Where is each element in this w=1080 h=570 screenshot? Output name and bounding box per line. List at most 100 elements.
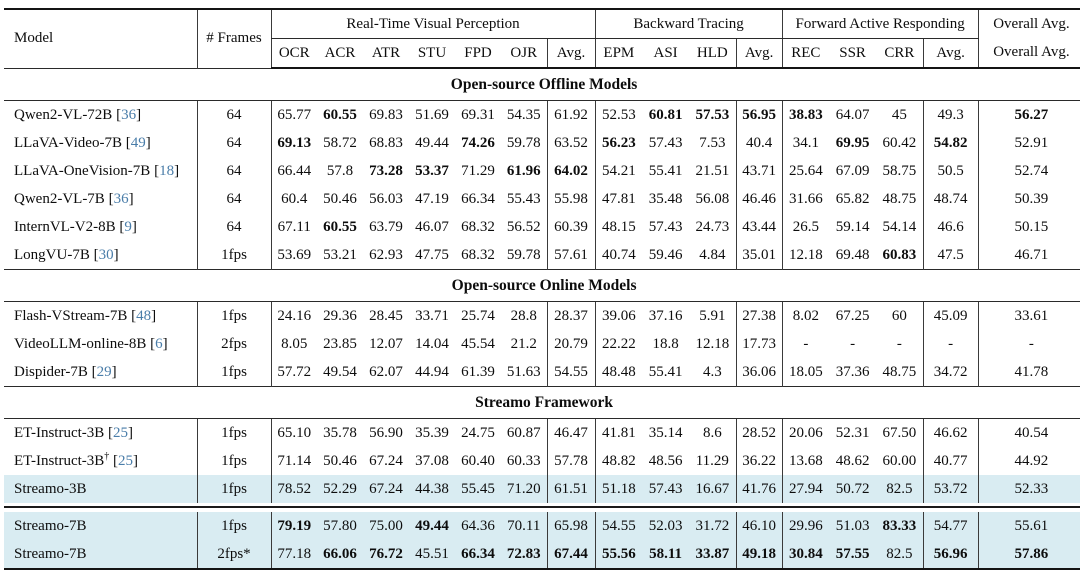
cell-hld: 7.53 — [699, 134, 726, 151]
cell-ocr: 60.4 — [270, 185, 317, 213]
citation-link[interactable]: 29 — [96, 363, 112, 380]
cell-overall-avg: - — [977, 330, 1080, 358]
col-header-hld: HLD — [689, 38, 737, 69]
citation-link[interactable]: 48 — [136, 307, 152, 324]
cell-rt-avg: 67.44 — [546, 540, 596, 569]
model-name: ET-Instruct-3B† [25] — [14, 450, 139, 469]
cell-acr: 52.29 — [317, 475, 363, 503]
table-row-streamo-7b: Streamo-7B 1fps 79.19 57.80 75.00 49.44 64.36 7… — [4, 512, 1080, 540]
cell-ojr: 59.78 — [506, 134, 541, 151]
cell-fpd: 71.29 — [461, 162, 495, 179]
cell-crr: 60 — [891, 307, 907, 324]
cell-stu: 49.44 — [415, 134, 449, 151]
group-header-backward-tracing: Backward Tracing — [594, 9, 783, 39]
cell-stu: 47.19 — [415, 190, 449, 207]
cell-ssr: - — [850, 335, 856, 352]
cell-ssr: 69.95 — [835, 134, 870, 151]
cell-fw-avg: 45.09 — [922, 301, 979, 330]
model-name: Qwen2-VL-72B [36] — [14, 106, 142, 123]
cell-atr: 28.45 — [369, 307, 403, 324]
cell-overall-avg: 33.61 — [977, 301, 1080, 330]
citation-link[interactable]: 25 — [113, 424, 129, 441]
cell-crr: 60.00 — [882, 452, 917, 469]
cell-fw-avg: 54.82 — [922, 129, 979, 157]
citation-link[interactable]: 9 — [124, 218, 132, 235]
cell-bw-avg: 40.4 — [735, 129, 783, 157]
cell-bw-avg: 46.46 — [735, 185, 783, 213]
cell-frames: 1fps — [196, 358, 271, 387]
cell-bw-avg: 36.22 — [735, 447, 783, 475]
model-name: VideoLLM-online-8B [6] — [14, 335, 168, 352]
cell-frames: 64 — [196, 129, 271, 157]
dagger-mark: † — [104, 450, 110, 462]
cell-rt-avg: 46.47 — [546, 418, 596, 447]
cell-hld: 11.29 — [695, 452, 729, 469]
cell-rec: 29.96 — [781, 512, 830, 540]
cell-bw-avg: 35.01 — [735, 241, 783, 270]
cell-rt-avg: 54.55 — [546, 358, 596, 387]
group-header-realtime-visual-perception: Real-Time Visual Perception — [270, 9, 596, 39]
cell-fpd: 68.32 — [461, 218, 495, 235]
cell-acr: 49.54 — [323, 363, 357, 380]
cell-fw-avg: 48.74 — [922, 185, 979, 213]
cell-asi: 57.43 — [648, 134, 683, 151]
cell-rec: 34.1 — [781, 129, 830, 157]
col-header-crr: CRR — [876, 38, 924, 69]
cell-bw-avg: 28.52 — [735, 418, 783, 447]
cell-stu: 44.94 — [415, 363, 449, 380]
cell-stu: 33.71 — [415, 307, 449, 324]
cell-epm: 52.53 — [594, 100, 643, 129]
cell-ssr: 67.25 — [835, 307, 870, 324]
cell-fw-avg: 46.62 — [922, 418, 979, 447]
cell-ojr: 60.87 — [506, 424, 541, 441]
section-band: Streamo Framework — [4, 386, 1080, 419]
cell-atr: 75.00 — [363, 512, 409, 540]
model-name: InternVL-V2-8B [9] — [14, 218, 137, 235]
cell-fpd: 66.34 — [455, 540, 501, 569]
cell-overall-avg: 55.61 — [977, 512, 1080, 540]
cell-epm: 47.81 — [594, 185, 643, 213]
cell-ojr: 21.2 — [510, 335, 537, 352]
cell-stu: 35.39 — [415, 424, 449, 441]
cell-fw-avg: 40.77 — [922, 447, 979, 475]
cell-fpd: 74.26 — [461, 134, 495, 151]
model-name: LLaVA-OneVision-7B [18] — [14, 162, 180, 179]
cell-bw-avg: 49.18 — [735, 540, 783, 569]
cell-stu: 53.37 — [415, 162, 449, 179]
cell-rec: 31.66 — [781, 185, 830, 213]
cell-acr: 58.72 — [323, 134, 357, 151]
cell-acr: 57.8 — [326, 162, 354, 179]
cell-hld: 5.91 — [699, 307, 726, 324]
cell-ssr: 52.31 — [835, 424, 870, 441]
citation-link[interactable]: 36 — [121, 106, 137, 123]
cell-asi: 37.16 — [648, 307, 683, 324]
col-header-rec: REC — [781, 38, 830, 69]
citation-link[interactable]: 36 — [113, 190, 129, 207]
cell-atr: 62.93 — [369, 246, 403, 263]
citation-link[interactable]: 30 — [98, 246, 114, 263]
cell-bw-avg: 43.44 — [735, 213, 783, 241]
cell-asi: 48.56 — [648, 452, 683, 469]
cell-rec: 30.84 — [781, 540, 830, 569]
cell-rec: 13.68 — [781, 447, 830, 475]
cell-epm: 54.55 — [594, 512, 643, 540]
citation-link[interactable]: 49 — [130, 134, 146, 151]
citation-link[interactable]: 25 — [118, 452, 134, 469]
cell-epm: 51.18 — [594, 475, 643, 503]
cell-crr: 48.75 — [882, 363, 917, 380]
cell-rec: - — [781, 330, 830, 358]
group-header-row: Model # Frames Real-Time Visual Percepti… — [4, 9, 1080, 68]
citation-link[interactable]: 6 — [155, 335, 163, 352]
cell-ocr: 57.72 — [270, 358, 317, 387]
cell-overall-avg: 56.27 — [977, 100, 1080, 129]
table-row-llava-onevision-7b: LLaVA-OneVision-7B [18] 64 66.44 57.8 73.28 5… — [4, 157, 1080, 185]
cell-rec: 8.02 — [781, 301, 830, 330]
cell-hld: 33.87 — [689, 540, 737, 569]
cell-atr: 73.28 — [369, 162, 403, 179]
model-name: LLaVA-Video-7B [49] — [14, 134, 151, 151]
cell-frames: 1fps — [196, 241, 271, 270]
section-header-open-source-offline-models: Open-source Offline Models — [4, 67, 1080, 101]
citation-link[interactable]: 18 — [159, 162, 175, 179]
group-separator-rule — [4, 503, 1080, 512]
model-name: Streamo-3B — [4, 475, 197, 503]
